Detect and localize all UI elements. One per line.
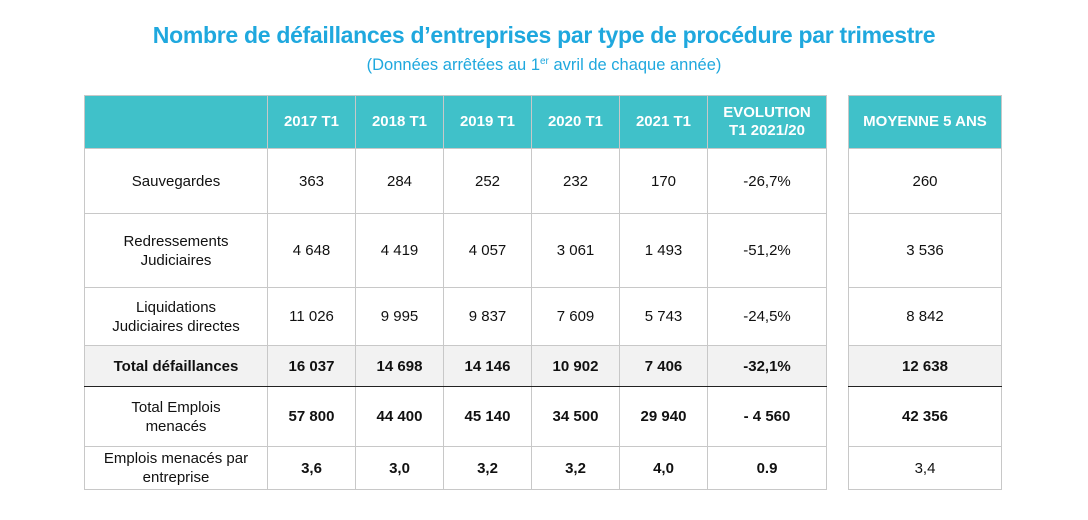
evolution-cell: - 4 560 [707,386,827,447]
header-2017: 2017 T1 [267,95,356,149]
evolution-cell: -51,2% [707,213,827,288]
subtitle-superscript: er [540,56,549,67]
table-cell: 9 995 [355,287,444,346]
average-cell: 12 638 [848,345,1002,387]
table-header-row: 2017 T1 2018 T1 2019 T1 2020 T1 2021 T1 … [84,95,827,149]
average-cell: 260 [848,148,1002,214]
evolution-cell: -32,1% [707,345,827,387]
header-average: MOYENNE 5 ANS [848,95,1002,149]
table-cell: 7 406 [619,345,708,387]
row-label-line: Total Emplois [131,398,221,416]
average-cell: 3,4 [848,446,1002,490]
row-label-line: Judiciaires directes [112,317,240,335]
total-row: 12 638 [848,345,1002,387]
table-cell: 9 837 [443,287,532,346]
header-2021: 2021 T1 [619,95,708,149]
header-evolution-line1: EVOLUTION [723,104,811,121]
row-label-line: entreprise [142,469,210,486]
table-cell: 4,0 [619,446,708,490]
average-table: MOYENNE 5 ANS 260 3 536 8 842 12 638 42 … [848,95,1002,490]
header-evolution-line2: T1 2021/20 [729,122,805,139]
row-label-line: Redressements [123,232,229,250]
failures-table: 2017 T1 2018 T1 2019 T1 2020 T1 2021 T1 … [84,95,827,490]
table-cell: 363 [267,148,356,214]
table-row: 42 356 [848,386,1002,447]
table-cell: 16 037 [267,345,356,387]
table-row: Total Emplois menacés 57 800 44 400 45 14… [84,386,827,447]
header-2019: 2019 T1 [443,95,532,149]
row-label: Emplois menacés par entreprise [84,446,268,490]
header-evolution: EVOLUTION T1 2021/20 [707,95,827,149]
row-label: Total défaillances [84,345,268,387]
row-label: Sauvegardes [84,148,268,214]
table-cell: 45 140 [443,386,532,447]
table-cell: 3,6 [267,446,356,490]
header-empty [84,95,268,149]
table-cell: 34 500 [531,386,620,447]
table-cell: 11 026 [267,287,356,346]
table-cell: 5 743 [619,287,708,346]
table-cell: 4 419 [355,213,444,288]
table-row: Sauvegardes 363 284 252 232 170 -26,7% [84,148,827,214]
average-cell: 3 536 [848,213,1002,288]
subtitle-text-end: avril de chaque année) [548,56,722,74]
table-cell: 3 061 [531,213,620,288]
table-cell: 284 [355,148,444,214]
table-row: 8 842 [848,287,1002,346]
total-row: Total défaillances 16 037 14 698 14 146 … [84,345,827,387]
table-cell: 3,2 [443,446,532,490]
row-label-line: Sauvegardes [131,172,221,190]
table-cell: 252 [443,148,532,214]
average-cell: 42 356 [848,386,1002,447]
table-row: 260 [848,148,1002,214]
evolution-cell: -24,5% [707,287,827,346]
table-cell: 44 400 [355,386,444,447]
evolution-cell: 0.9 [707,446,827,490]
header-2018: 2018 T1 [355,95,444,149]
table-row: 3 536 [848,213,1002,288]
row-label: Total Emplois menacés [84,386,268,447]
table-cell: 3,2 [531,446,620,490]
page-title: Nombre de défaillances d’entreprises par… [152,22,936,48]
table-cell: 232 [531,148,620,214]
header-2020: 2020 T1 [531,95,620,149]
table-cell: 4 648 [267,213,356,288]
table-cell: 57 800 [267,386,356,447]
page-subtitle: (Données arrêtées au 1er avril de chaque… [0,56,1088,75]
table-cell: 10 902 [531,345,620,387]
table-cell: 3,0 [355,446,444,490]
table-cell: 4 057 [443,213,532,288]
row-label-line: Total défaillances [113,357,239,375]
row-label: Liquidations Judiciaires directes [84,287,268,346]
table-cell: 14 146 [443,345,532,387]
table-cell: 170 [619,148,708,214]
table-row: Emplois menacés par entreprise 3,6 3,0 3,… [84,446,827,490]
average-cell: 8 842 [848,287,1002,346]
table-cell: 29 940 [619,386,708,447]
table-cell: 7 609 [531,287,620,346]
row-label: Redressements Judiciaires [84,213,268,288]
table-cell: 1 493 [619,213,708,288]
row-label-line: Liquidations [135,298,217,316]
evolution-cell: -26,7% [707,148,827,214]
table-row: 3,4 [848,446,1002,490]
table-row: Liquidations Judiciaires directes 11 026 … [84,287,827,346]
table-cell: 14 698 [355,345,444,387]
row-label-line: Emplois menacés par [103,450,249,467]
row-label-line: Judiciaires [140,251,212,269]
subtitle-text: (Données arrêtées au 1 [366,56,540,74]
average-header-row: MOYENNE 5 ANS [848,95,1002,149]
row-label-line: menacés [145,417,207,435]
table-row: Redressements Judiciaires 4 648 4 419 4 0… [84,213,827,288]
